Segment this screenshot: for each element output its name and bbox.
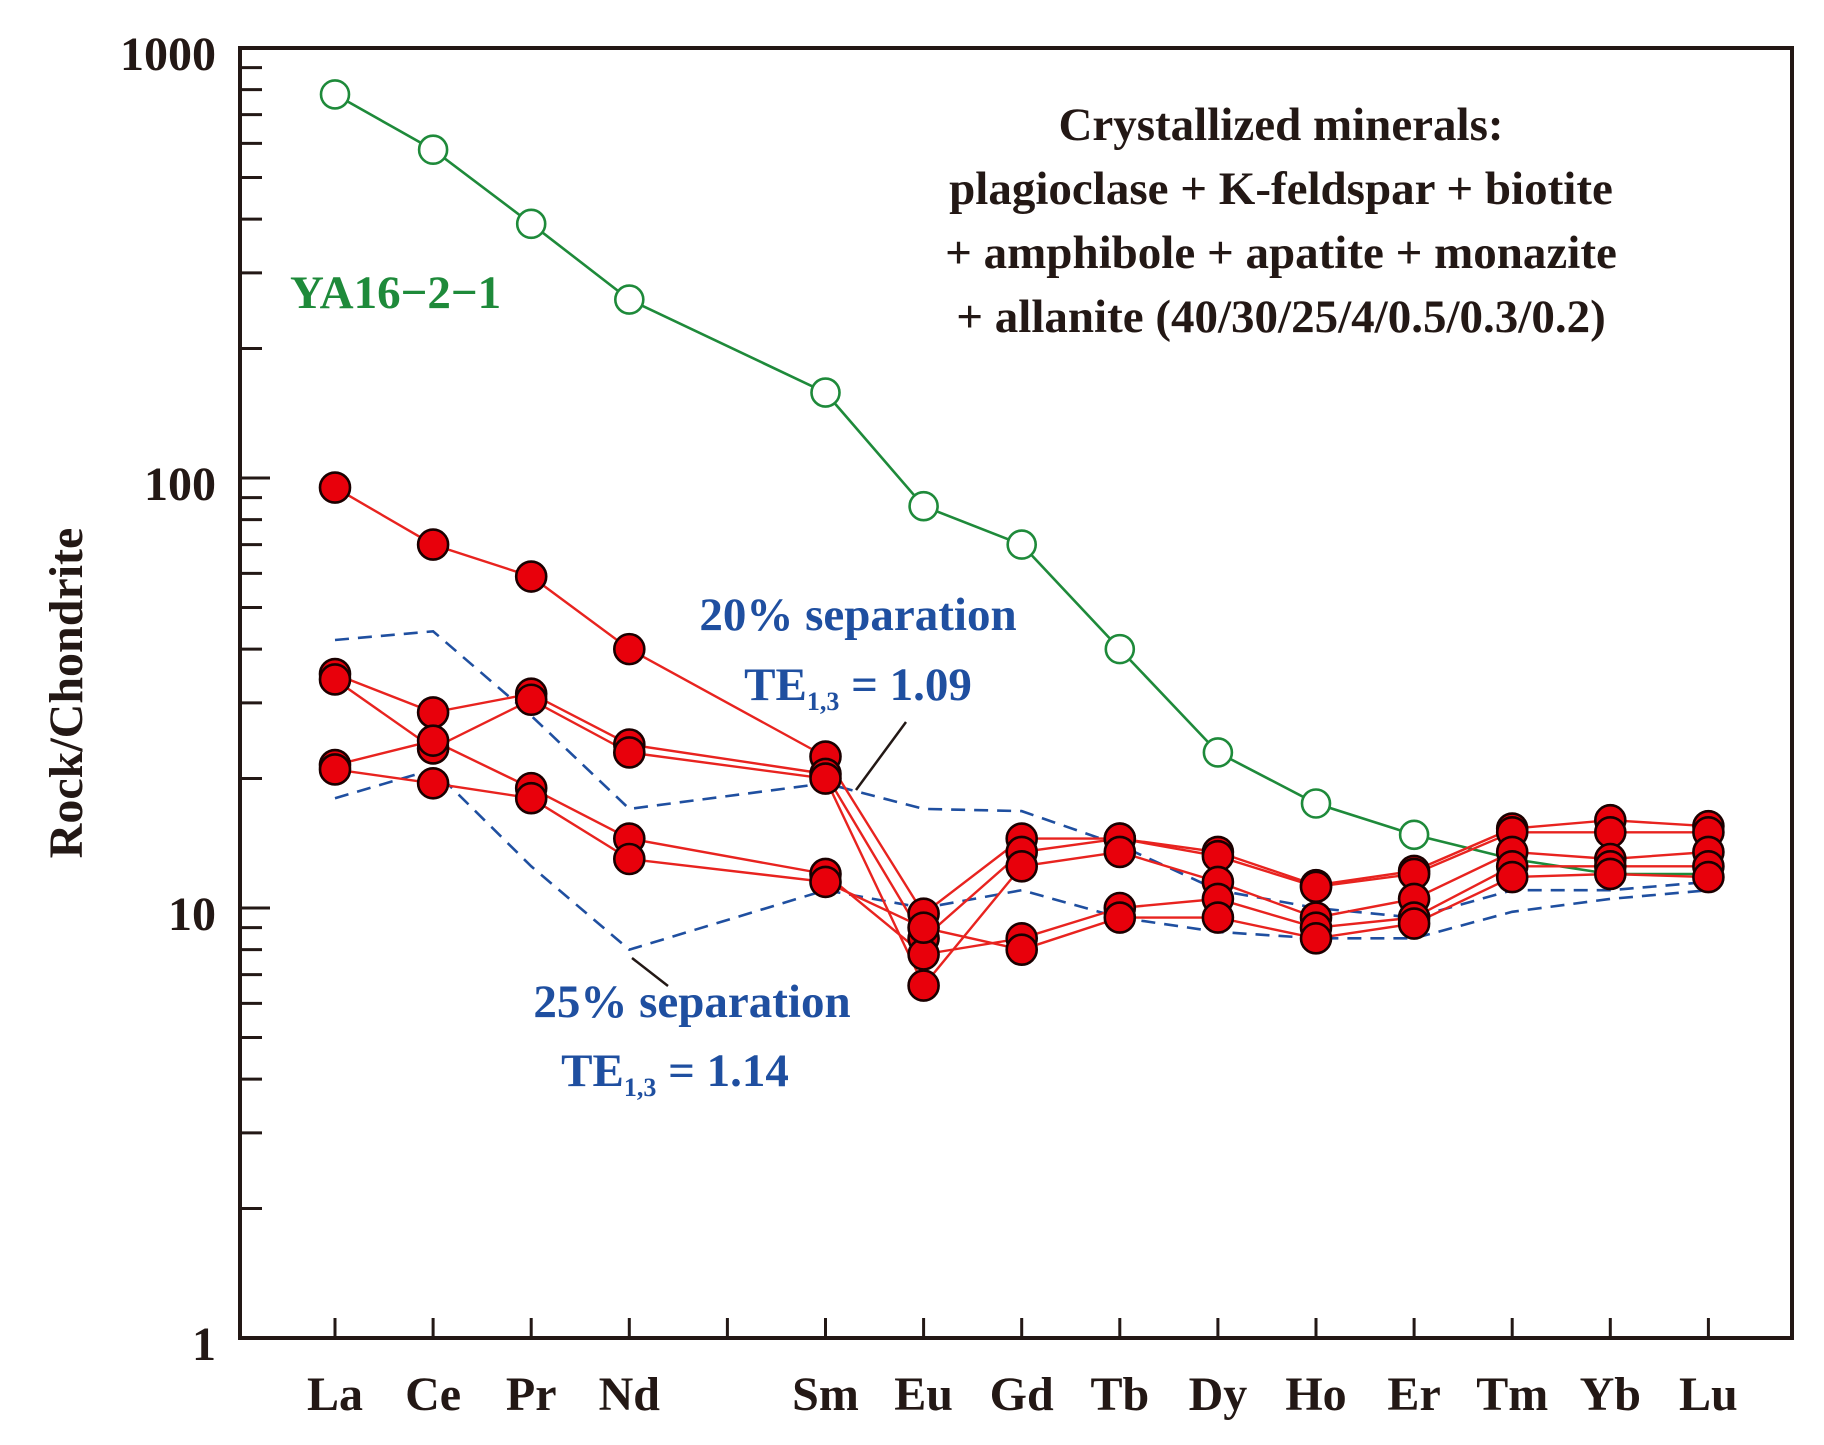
y-tick-label-1000: 1000 bbox=[120, 28, 216, 81]
sample-point-la bbox=[318, 471, 352, 504]
source-line bbox=[334, 93, 1709, 876]
sample-point-pr bbox=[514, 683, 548, 717]
sep25-te-subscript: 1,3 bbox=[624, 1073, 657, 1102]
source-sample-label: YA16−2−1 bbox=[290, 267, 501, 319]
sep25-te: TE1,3 = 1.14 bbox=[561, 1045, 789, 1102]
sample-point-ce bbox=[416, 696, 450, 729]
sep20-label: 20% separation bbox=[699, 589, 1016, 641]
y-tick-label-100: 100 bbox=[144, 458, 216, 511]
x-tick-label-la: La bbox=[307, 1368, 363, 1421]
series-sample-1 bbox=[334, 486, 1709, 916]
series-sample-2 bbox=[334, 672, 1709, 941]
sep20-leader-line bbox=[854, 721, 908, 791]
source-point-dy bbox=[1202, 737, 1234, 768]
separation-25-note: 25% separation TE1,3 = 1.14 bbox=[533, 957, 851, 1102]
x-tick-label-er: Er bbox=[1387, 1368, 1440, 1421]
source-point-sm bbox=[810, 377, 841, 408]
model-line bbox=[334, 767, 1709, 952]
x-tick-label-ho: Ho bbox=[1285, 1368, 1346, 1421]
sample-point-ho bbox=[1299, 870, 1333, 904]
separation-20-note: 20% separation TE1,3 = 1.09 bbox=[699, 589, 1017, 791]
sample-point-la bbox=[318, 663, 352, 696]
y-axis-title: Rock/Chondrite bbox=[40, 528, 93, 859]
sample-point-tm bbox=[1495, 860, 1529, 894]
source-point-eu bbox=[908, 490, 939, 522]
x-tick-label-ce: Ce bbox=[405, 1368, 461, 1421]
x-tick-label-lu: Lu bbox=[1679, 1368, 1738, 1421]
sample-point-eu bbox=[907, 969, 940, 1002]
sample-point-sm bbox=[809, 865, 842, 899]
sep20-te: TE1,3 = 1.09 bbox=[744, 659, 972, 716]
sample-point-ce bbox=[416, 528, 450, 561]
minerals-line-3: + allanite (40/30/25/4/0.5/0.3/0.2) bbox=[956, 291, 1606, 343]
sep25-te-prefix: TE bbox=[561, 1045, 624, 1097]
sample-point-gd bbox=[1005, 933, 1039, 966]
sample-point-nd bbox=[612, 842, 646, 876]
sample-point-sm bbox=[809, 762, 842, 795]
x-tick-label-tb: Tb bbox=[1090, 1368, 1149, 1421]
series-sample-5 bbox=[334, 768, 1709, 951]
sep20-te-value: = 1.09 bbox=[839, 659, 972, 711]
minerals-line-1: plagioclase + K-feldspar + biotite bbox=[949, 163, 1613, 215]
x-tick-label-nd: Nd bbox=[599, 1368, 661, 1421]
sample-point-dy bbox=[1201, 901, 1235, 934]
sample-line bbox=[334, 678, 1709, 988]
sample-markers bbox=[318, 471, 1725, 1002]
model-line bbox=[334, 629, 1709, 919]
sample-point-gd bbox=[1005, 850, 1039, 883]
series-25-separation-model bbox=[334, 767, 1709, 952]
sample-point-nd bbox=[612, 632, 646, 666]
sample-point-tb bbox=[1103, 835, 1137, 869]
y-tick-label-1: 1 bbox=[192, 1318, 216, 1371]
sep25-label: 25% separation bbox=[533, 976, 850, 1028]
sep25-te-value: = 1.14 bbox=[656, 1045, 789, 1097]
source-point-la bbox=[319, 79, 351, 110]
minerals-line-2: + amphibole + apatite + monazite bbox=[945, 227, 1617, 279]
sample-line bbox=[334, 672, 1709, 941]
sample-point-yb bbox=[1594, 857, 1627, 891]
x-tick-label-dy: Dy bbox=[1189, 1368, 1248, 1421]
source-point-tb bbox=[1104, 633, 1136, 665]
source-point-gd bbox=[1006, 529, 1038, 560]
sample-point-la bbox=[318, 753, 352, 786]
sample-point-pr bbox=[514, 560, 548, 593]
sample-point-ce bbox=[416, 766, 450, 800]
sep20-te-subscript: 1,3 bbox=[807, 687, 840, 716]
sample-point-tb bbox=[1103, 901, 1137, 934]
plot-frame bbox=[238, 46, 1794, 1340]
x-tick-label-yb: Yb bbox=[1580, 1368, 1641, 1421]
sample-line bbox=[334, 768, 1709, 951]
x-tick-label-eu: Eu bbox=[894, 1368, 953, 1421]
minerals-title: Crystallized minerals: bbox=[1058, 99, 1503, 151]
x-tick-label-tm: Tm bbox=[1476, 1368, 1548, 1421]
x-tick-label-gd: Gd bbox=[990, 1368, 1054, 1421]
series-sample-3 bbox=[334, 678, 1709, 988]
sample-point-ho bbox=[1299, 922, 1333, 955]
x-tick-label-pr: Pr bbox=[506, 1368, 557, 1421]
series-20-separation-model bbox=[334, 629, 1709, 919]
data-series bbox=[318, 79, 1725, 1002]
source-point-ho bbox=[1300, 788, 1332, 819]
source-point-pr bbox=[515, 208, 547, 240]
x-axis-labels: La Ce Pr Nd Sm Eu Gd Tb Dy Ho Er Tm Yb Lu bbox=[307, 1368, 1738, 1421]
sample-point-ce bbox=[416, 724, 450, 757]
sample-point-pr bbox=[514, 781, 548, 815]
sep25-leader-line bbox=[631, 957, 669, 987]
source-point-er bbox=[1398, 819, 1430, 851]
sample-line bbox=[334, 486, 1709, 916]
axis-ticks bbox=[240, 66, 1710, 1338]
minerals-note: Crystallized minerals: plagioclase + K-f… bbox=[945, 99, 1617, 343]
sample-point-lu bbox=[1692, 860, 1725, 894]
sample-point-nd bbox=[612, 736, 646, 769]
sample-line bbox=[334, 739, 1709, 956]
sep20-te-prefix: TE bbox=[744, 659, 807, 711]
x-tick-label-sm: Sm bbox=[792, 1368, 859, 1421]
sample-point-er bbox=[1397, 907, 1431, 940]
sample-point-eu bbox=[907, 911, 940, 944]
y-tick-label-10: 10 bbox=[168, 888, 216, 941]
source-point-nd bbox=[613, 284, 645, 315]
source-point-ce bbox=[417, 134, 449, 166]
series-sample-4 bbox=[334, 739, 1709, 956]
